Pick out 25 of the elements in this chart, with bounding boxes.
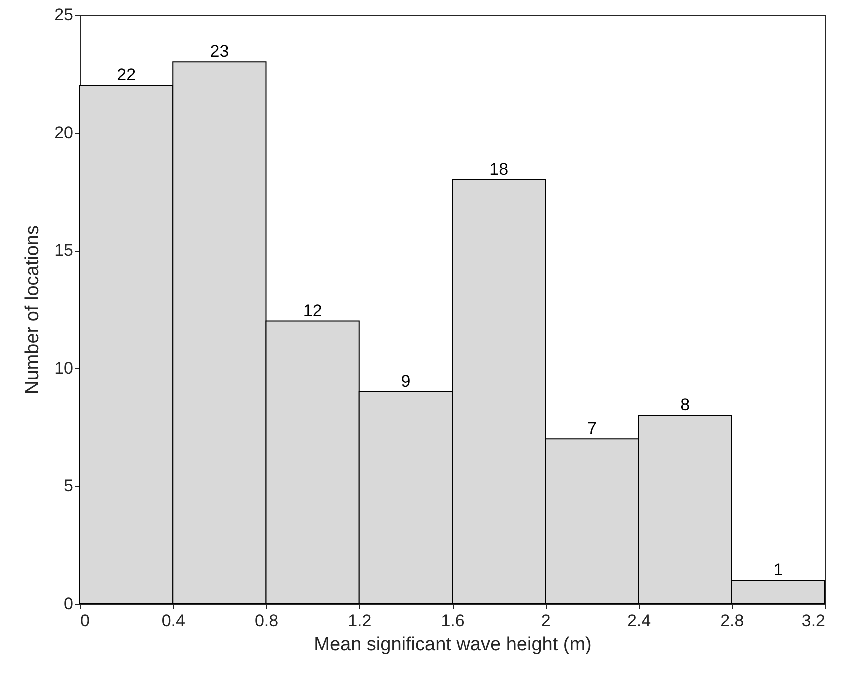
data-label: 7: [587, 419, 597, 438]
x-axis-title: Mean significant wave height (m): [314, 634, 592, 656]
x-tick-label: 2.8: [720, 612, 744, 630]
x-tick-label: 0.4: [162, 612, 186, 630]
y-tick-label: 15: [54, 241, 74, 260]
y-tick-label: 5: [64, 476, 74, 496]
data-label: 9: [401, 372, 411, 391]
data-label: 18: [490, 160, 509, 179]
data-label: 22: [117, 66, 136, 85]
x-tick-label: 0.8: [254, 612, 279, 630]
x-tick-label: 2.4: [627, 612, 652, 630]
x-tick-label: 0: [80, 612, 90, 630]
data-label: 1: [774, 560, 784, 580]
y-axis-title: Number of locations: [22, 226, 44, 394]
y-tick-label: 25: [54, 6, 74, 24]
data-label: 8: [680, 396, 690, 415]
data-label: 23: [210, 42, 230, 62]
y-tick-label: 0: [64, 594, 74, 614]
y-tick-label: 20: [54, 123, 74, 142]
x-tick-label: 2: [541, 612, 551, 630]
x-tick-label: 1.2: [348, 612, 372, 630]
x-tick-label: 3.2: [802, 612, 826, 630]
data-label: 12: [303, 301, 322, 320]
x-tick-label: 1.6: [441, 612, 465, 630]
y-tick-label: 10: [54, 358, 74, 378]
